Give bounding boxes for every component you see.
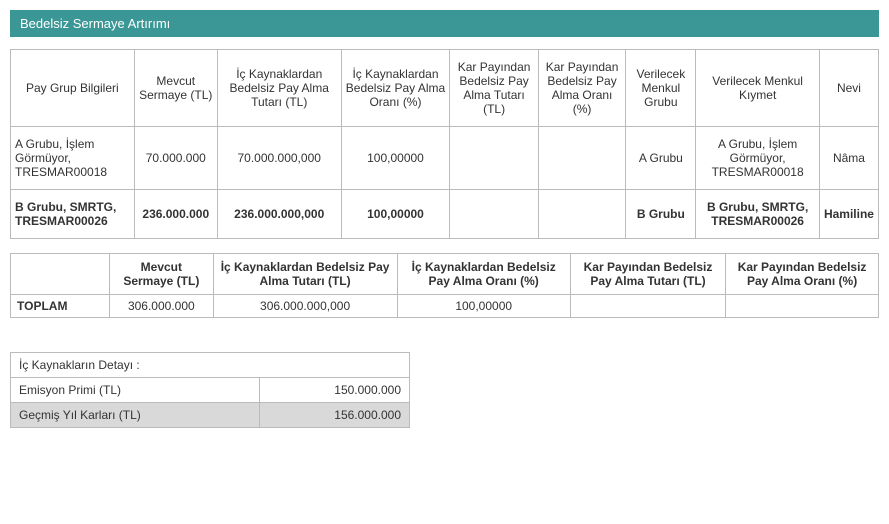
col-menkul-grubu: Verilecek Menkul Grubu <box>626 50 696 127</box>
table1-body: A Grubu, İşlem Görmüyor, TRESMAR0001870.… <box>11 127 879 239</box>
col-ic-tutar: İç Kaynaklardan Bedelsiz Pay Alma Tutarı… <box>217 50 341 127</box>
totals-kar-oran <box>726 295 879 318</box>
table-cell: A Grubu <box>626 127 696 190</box>
col-kar-oran: Kar Payından Bedelsiz Pay Alma Oranı (%) <box>538 50 626 127</box>
totals-col-mevcut: Mevcut Sermaye (TL) <box>110 254 214 295</box>
share-group-table: Pay Grup Bilgileri Mevcut Sermaye (TL) İ… <box>10 49 879 239</box>
totals-header-row: Mevcut Sermaye (TL) İç Kaynaklardan Bede… <box>11 254 879 295</box>
table-cell: Hamiline <box>819 190 878 239</box>
table-cell: 100,00000 <box>341 190 450 239</box>
table-cell: B Grubu <box>626 190 696 239</box>
totals-kar-tutar <box>570 295 725 318</box>
table-cell: A Grubu, İşlem Görmüyor, TRESMAR00018 <box>11 127 135 190</box>
section-header: Bedelsiz Sermaye Artırımı <box>10 10 879 37</box>
totals-col-ic-tutar: İç Kaynaklardan Bedelsiz Pay Alma Tutarı… <box>213 254 397 295</box>
totals-row: TOPLAM 306.000.000 306.000.000,000 100,0… <box>11 295 879 318</box>
table-cell <box>538 127 626 190</box>
sources-heading: İç Kaynakların Detayı : <box>11 353 410 378</box>
sources-row: Emisyon Primi (TL)150.000.000 <box>11 378 410 403</box>
table-cell: 70.000.000,000 <box>217 127 341 190</box>
table-cell: B Grubu, SMRTG, TRESMAR00026 <box>11 190 135 239</box>
sources-label: Emisyon Primi (TL) <box>11 378 260 403</box>
col-mevcut-sermaye: Mevcut Sermaye (TL) <box>134 50 217 127</box>
sources-row: Geçmiş Yıl Karları (TL)156.000.000 <box>11 403 410 428</box>
totals-col-kar-tutar: Kar Payından Bedelsiz Pay Alma Tutarı (T… <box>570 254 725 295</box>
table3-body: Emisyon Primi (TL)150.000.000Geçmiş Yıl … <box>11 378 410 428</box>
table-cell <box>450 190 538 239</box>
sources-detail-table: İç Kaynakların Detayı : Emisyon Primi (T… <box>10 352 410 428</box>
totals-row-label: TOPLAM <box>11 295 110 318</box>
col-nevi: Nevi <box>819 50 878 127</box>
col-menkul-kiymet: Verilecek Menkul Kıymet <box>696 50 820 127</box>
sources-value: 150.000.000 <box>259 378 409 403</box>
col-ic-oran: İç Kaynaklardan Bedelsiz Pay Alma Oranı … <box>341 50 450 127</box>
sources-heading-row: İç Kaynakların Detayı : <box>11 353 410 378</box>
totals-ic-tutar: 306.000.000,000 <box>213 295 397 318</box>
sources-value: 156.000.000 <box>259 403 409 428</box>
totals-col-empty <box>11 254 110 295</box>
table-row: B Grubu, SMRTG, TRESMAR00026236.000.0002… <box>11 190 879 239</box>
totals-ic-oran: 100,00000 <box>397 295 570 318</box>
table-cell: B Grubu, SMRTG, TRESMAR00026 <box>696 190 820 239</box>
col-pay-grup: Pay Grup Bilgileri <box>11 50 135 127</box>
totals-mevcut: 306.000.000 <box>110 295 214 318</box>
table-cell: 70.000.000 <box>134 127 217 190</box>
table-cell: Nâma <box>819 127 878 190</box>
totals-col-kar-oran: Kar Payından Bedelsiz Pay Alma Oranı (%) <box>726 254 879 295</box>
col-kar-tutar: Kar Payından Bedelsiz Pay Alma Tutarı (T… <box>450 50 538 127</box>
table-cell <box>450 127 538 190</box>
totals-table: Mevcut Sermaye (TL) İç Kaynaklardan Bede… <box>10 253 879 318</box>
table-cell <box>538 190 626 239</box>
table-cell: 236.000.000,000 <box>217 190 341 239</box>
table-cell: 100,00000 <box>341 127 450 190</box>
table-cell: 236.000.000 <box>134 190 217 239</box>
table-header-row: Pay Grup Bilgileri Mevcut Sermaye (TL) İ… <box>11 50 879 127</box>
table-cell: A Grubu, İşlem Görmüyor, TRESMAR00018 <box>696 127 820 190</box>
table-row: A Grubu, İşlem Görmüyor, TRESMAR0001870.… <box>11 127 879 190</box>
totals-col-ic-oran: İç Kaynaklardan Bedelsiz Pay Alma Oranı … <box>397 254 570 295</box>
sources-label: Geçmiş Yıl Karları (TL) <box>11 403 260 428</box>
